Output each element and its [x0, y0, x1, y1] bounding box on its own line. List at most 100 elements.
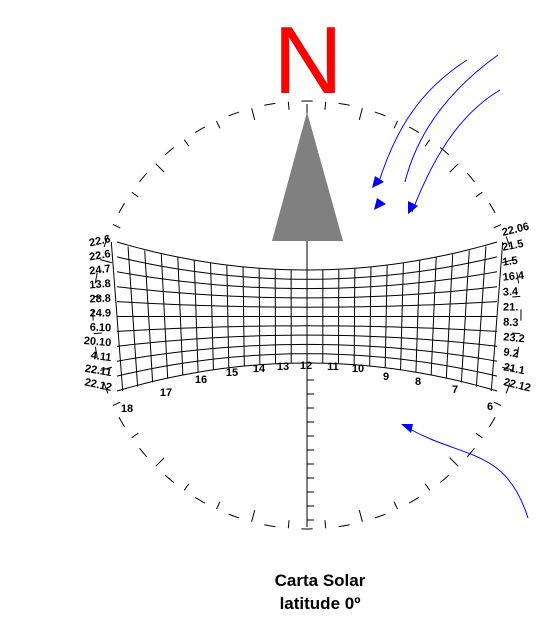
- north-pointer: [272, 112, 343, 241]
- horizon-arc-segment: [164, 474, 175, 483]
- azimuth-tick: [358, 108, 363, 121]
- azimuth-tick: [183, 483, 190, 491]
- hour-curve: [226, 265, 230, 368]
- horizon-arc-segment: [489, 202, 496, 214]
- hour-label: 12: [300, 360, 312, 372]
- hour-label: 14: [253, 363, 266, 375]
- azimuth-tick: [251, 108, 256, 121]
- wind-arrows: [372, 54, 529, 519]
- date-label-right: 16.4: [502, 270, 525, 284]
- date-label-left: 13.8: [89, 278, 111, 292]
- hour-label: 8: [415, 376, 421, 388]
- azimuth-tick: [449, 457, 459, 467]
- hour-curve: [475, 246, 487, 387]
- horizon-arc-segment: [164, 147, 175, 156]
- horizon-arc-segment: [139, 447, 148, 458]
- hour-curve: [210, 262, 214, 371]
- wind-arrow-line: [377, 59, 468, 186]
- wind-arrow-head: [372, 176, 384, 188]
- date-label-right: 21.5: [501, 238, 524, 254]
- azimuth-tick: [100, 259, 113, 264]
- horizon-arc-segment: [194, 497, 206, 504]
- horizon-arc-segment: [103, 236, 109, 248]
- hour-curve: [369, 266, 372, 367]
- hour-labels: 18 17 16 15 14 13 12 11 10 9 8 7 6: [121, 360, 493, 415]
- hour-curve: [430, 257, 437, 376]
- hour-curve: [242, 266, 245, 367]
- azimuth-tick: [493, 224, 502, 229]
- azimuth-tick: [475, 432, 483, 439]
- hour-label: 13: [277, 361, 289, 373]
- horizon-arc-segment: [264, 102, 276, 106]
- date-label-left: 22.6: [88, 248, 111, 263]
- azimuth-tick: [512, 332, 521, 335]
- horizon-arc-segment: [139, 172, 148, 183]
- hour-label: 10: [352, 363, 364, 375]
- azimuth-tick: [324, 101, 327, 110]
- horizon-arc-segment: [118, 202, 125, 214]
- horizon-arc-segment: [516, 272, 520, 284]
- azimuth-tick: [424, 483, 431, 491]
- date-label-left: 6.10: [89, 322, 111, 335]
- horizon-circle: [92, 100, 522, 530]
- hour-curve: [127, 246, 139, 387]
- horizon-arc-segment: [466, 447, 475, 458]
- hour-label: 9: [383, 371, 389, 383]
- horizon-arc-segment: [228, 513, 240, 519]
- azimuth-tick: [324, 520, 327, 529]
- wind-arrow-line: [404, 54, 499, 183]
- hour-label: 18: [121, 403, 133, 415]
- hour-label: 17: [160, 387, 172, 399]
- wind-arrow-line: [411, 89, 501, 213]
- date-label-left: 24.7: [89, 263, 112, 278]
- horizon-arc-segment: [408, 497, 420, 504]
- azimuth-tick: [216, 120, 221, 129]
- hour-label: 6: [487, 401, 493, 413]
- date-label-left: 22.11: [84, 363, 113, 379]
- date-label-right: 22.06: [501, 221, 531, 239]
- azimuth-tick: [501, 366, 514, 371]
- hour-label: 7: [452, 384, 458, 396]
- azimuth-tick: [424, 139, 431, 147]
- horizon-arc-segment: [516, 346, 520, 358]
- azimuth-tick: [393, 120, 398, 129]
- date-label-left: 28.8: [89, 293, 111, 306]
- horizon-arc-segment: [94, 272, 98, 284]
- date-label-right: 8.3: [503, 316, 519, 329]
- date-label-left: 22.12: [83, 376, 112, 393]
- horizon-arc-segment: [439, 147, 450, 156]
- horizon-arc-segment: [505, 382, 511, 394]
- hour-curve: [110, 241, 124, 392]
- hour-curve: [144, 250, 154, 383]
- date-label-left: 4.11: [90, 350, 112, 365]
- horizon-arc-segment: [118, 416, 125, 428]
- date-label-left: 22.6: [88, 233, 111, 249]
- azimuth-tick: [131, 432, 139, 439]
- hour-curve: [415, 260, 421, 373]
- horizon-arc-segment: [194, 126, 206, 133]
- azimuth-tick: [216, 501, 221, 510]
- azimuth-tick: [100, 366, 113, 371]
- hour-curve: [160, 254, 169, 379]
- wind-arrow-head: [401, 424, 413, 433]
- hour-curve: [193, 260, 199, 373]
- azimuth-tick: [358, 509, 363, 522]
- date-label-left: 24.9: [90, 308, 111, 320]
- date-label-right: 21.: [503, 302, 518, 314]
- azimuth-tick: [112, 401, 121, 406]
- azimuth-tick: [449, 163, 459, 173]
- hour-curve: [353, 268, 356, 365]
- hour-curve: [445, 254, 454, 379]
- azimuth-tick: [493, 401, 502, 406]
- date-label-right: 9.2: [503, 346, 520, 360]
- horizon-arc-segment: [338, 524, 350, 528]
- azimuth-tick: [93, 332, 102, 335]
- horizon-arc-segment: [228, 111, 240, 117]
- date-label-right: 23.2: [503, 331, 525, 345]
- horizon-arc-segment: [338, 102, 350, 106]
- azimuth-tick: [183, 139, 190, 147]
- horizon-arc-segment: [505, 236, 511, 248]
- azimuth-tick: [287, 520, 290, 529]
- date-label-right: 1.5: [502, 255, 519, 269]
